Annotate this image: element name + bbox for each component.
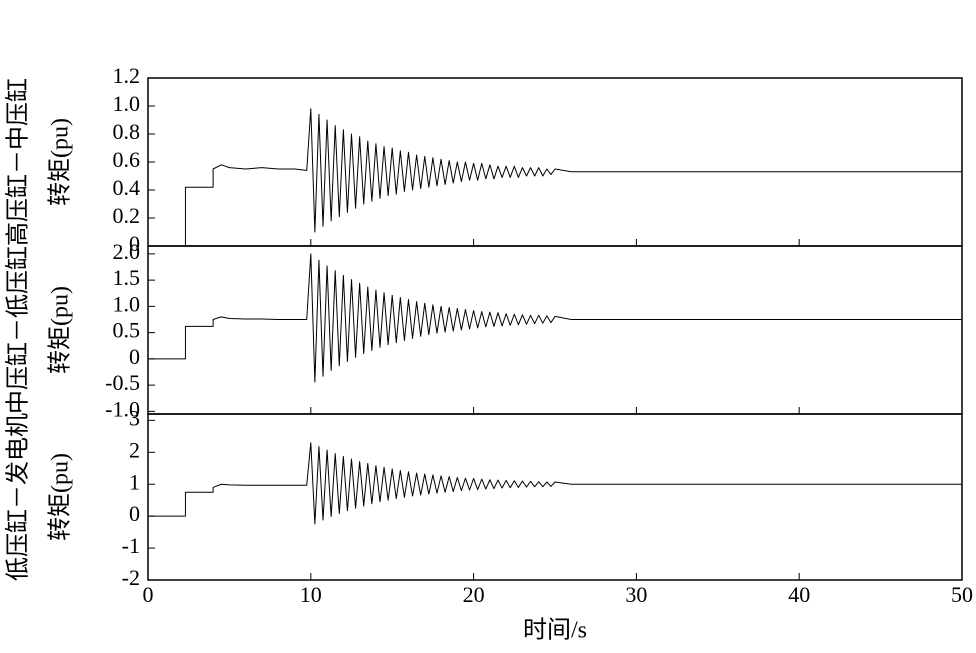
y-tick-label: 0.6 bbox=[113, 147, 141, 172]
x-axis-label: 时间/s bbox=[523, 617, 587, 644]
y-axis-label: 转矩(pu) bbox=[47, 286, 74, 374]
y-tick-label: 1.2 bbox=[113, 63, 141, 88]
plot-frame bbox=[147, 413, 963, 581]
y-tick-label: 0.2 bbox=[113, 203, 141, 228]
y-tick-label: -1.0 bbox=[105, 396, 140, 421]
y-tick-label: 1 bbox=[129, 469, 140, 494]
data-line bbox=[148, 442, 962, 525]
y-tick-label: 2.0 bbox=[113, 239, 141, 264]
y-axis-label: 转矩(pu) bbox=[47, 118, 74, 206]
x-tick-label: 10 bbox=[300, 582, 322, 607]
y-tick-label: 1.0 bbox=[113, 91, 141, 116]
data-line bbox=[148, 108, 962, 246]
y-tick-label: 1.0 bbox=[113, 291, 141, 316]
y-tick-label: 3 bbox=[129, 405, 140, 430]
y-tick-label: -2 bbox=[122, 565, 140, 590]
y-axis-label: 高压缸－中压缸 bbox=[5, 78, 32, 246]
y-axis-label: 低压缸－发电机 bbox=[5, 413, 32, 581]
x-tick-label: 0 bbox=[143, 582, 154, 607]
y-tick-label: 2 bbox=[129, 437, 140, 462]
plot-frame bbox=[147, 245, 963, 415]
y-tick-label: 1.5 bbox=[113, 265, 141, 290]
data-line bbox=[148, 253, 962, 383]
y-axis-label: 转矩(pu) bbox=[47, 453, 74, 541]
x-tick-label: 40 bbox=[788, 582, 810, 607]
x-tick-label: 50 bbox=[951, 582, 973, 607]
x-tick-label: 30 bbox=[625, 582, 647, 607]
plot-frame bbox=[147, 77, 963, 247]
y-tick-label: 0 bbox=[129, 344, 140, 369]
y-tick-label: -0.5 bbox=[105, 370, 140, 395]
y-axis-label: 中压缸－低压缸 bbox=[5, 246, 32, 414]
y-tick-label: 0 bbox=[129, 501, 140, 526]
y-tick-label: -1 bbox=[122, 533, 140, 558]
y-tick-label: 0.4 bbox=[113, 175, 141, 200]
y-tick-label: 0 bbox=[129, 231, 140, 256]
y-tick-label: 0.8 bbox=[113, 119, 141, 144]
y-tick-label: 0.5 bbox=[113, 318, 141, 343]
x-tick-label: 20 bbox=[463, 582, 485, 607]
